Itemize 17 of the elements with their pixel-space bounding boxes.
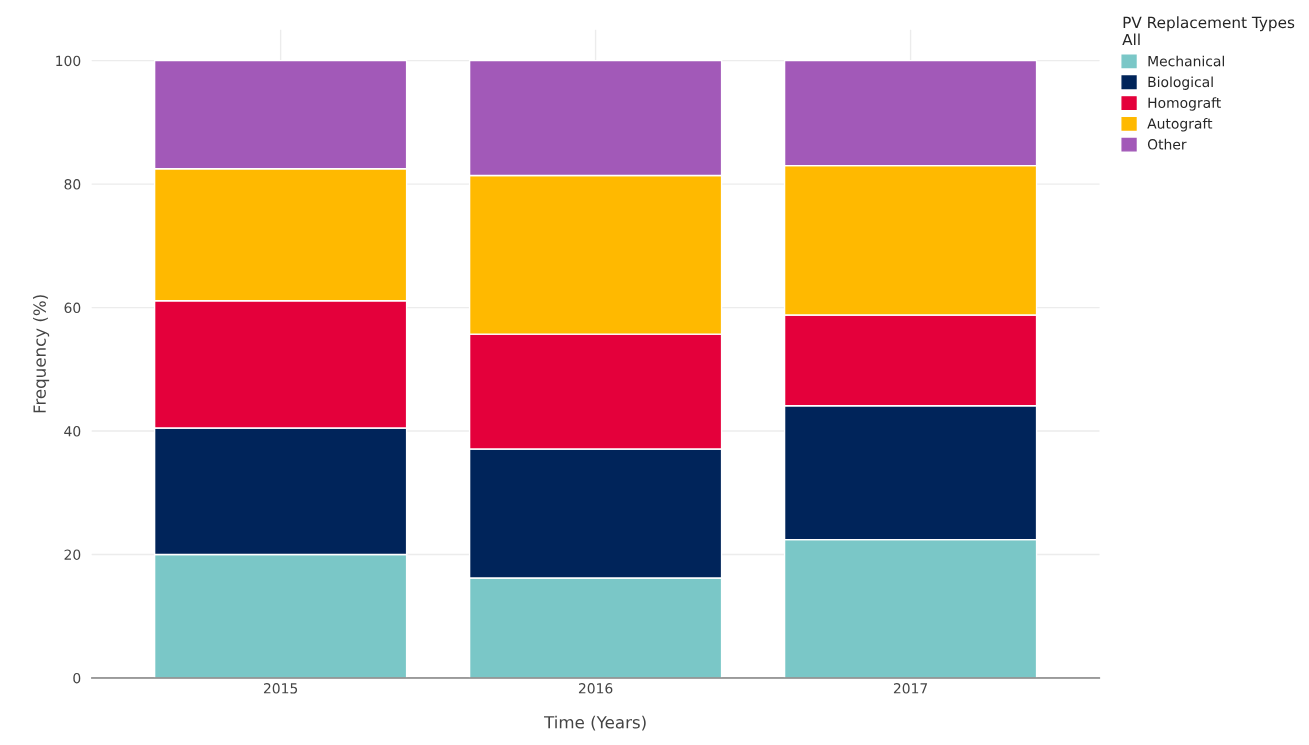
legend-label: Homograft [1148,97,1221,111]
y-tick-label: 20 [64,549,81,560]
y-tick-label: 100 [56,55,81,67]
y-axis-title: Frequency (%) [33,295,50,413]
y-tick-label: 60 [64,302,81,314]
legend-label: Mechanical [1148,55,1224,67]
legend-title: PV Replacement Types All [1122,16,1295,46]
y-tick-label: 40 [64,426,81,437]
legend-label: Biological [1148,76,1213,90]
x-tick-label: 2015 [263,683,298,694]
x-tick-label: 2016 [578,683,613,694]
legend-label: Autograft [1147,118,1213,132]
y-tick-label: 80 [64,179,81,190]
y-tick-label: 0 [73,672,81,684]
x-axis-title: Time (Years) [544,715,646,731]
x-tick-label: 2017 [893,683,928,694]
legend-label: Other [1147,138,1187,150]
